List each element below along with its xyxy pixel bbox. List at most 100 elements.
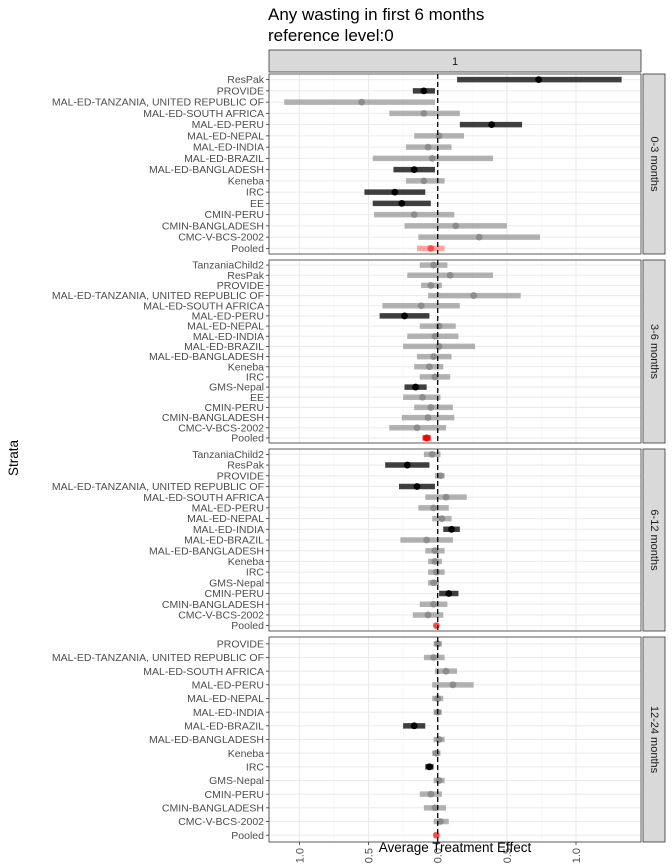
row-label: MAL-ED-BRAZIL [184, 720, 264, 732]
row-label: IRC [246, 187, 265, 199]
row-label: PROVIDE [217, 638, 264, 650]
estimate-point [470, 292, 478, 299]
estimate-point [437, 818, 444, 825]
row-label: MAL-ED-SOUTH AFRICA [143, 108, 264, 120]
estimate-point [430, 261, 437, 269]
x-tick-label: -0.5 [364, 848, 376, 864]
estimate-point [420, 177, 428, 185]
row-label: IRC [246, 372, 265, 384]
column-strip-label: 1 [452, 56, 458, 68]
estimate-point [420, 87, 428, 95]
row-label: MAL-ED-TANZANIA, UNITED REPUBLIC OF [52, 481, 264, 493]
row-label: MAL-ED-INDIA [193, 142, 264, 154]
row-label: EE [250, 392, 264, 404]
estimate-point [435, 132, 443, 140]
row-label: TanzaniaChild2 [192, 449, 264, 461]
row-label: MAL-ED-BRAZIL [184, 341, 264, 353]
estimate-point [427, 244, 435, 252]
row-label: ResPak [227, 460, 265, 472]
estimate-point [427, 282, 435, 289]
row-label: MAL-ED-NEPAL [187, 693, 264, 705]
estimate-point [535, 76, 543, 84]
x-axis-title: Average Treatment Effect [379, 840, 532, 855]
estimate-point [403, 461, 411, 469]
row-label: ResPak [227, 270, 265, 282]
row-label: CMC-V-BCS-2002 [178, 232, 264, 244]
estimate-point [419, 393, 426, 401]
estimate-point [448, 525, 455, 533]
estimate-point [475, 233, 483, 241]
estimate-point [428, 450, 436, 458]
x-axis: -1.0 -0.5 0.0 0.5 1.0 [294, 842, 583, 864]
estimate-point [446, 271, 454, 279]
row-label: GMS-Nepal [209, 775, 264, 787]
estimate-point [398, 199, 406, 207]
estimate-point [427, 790, 435, 798]
row-label: GMS-Nepal [209, 382, 264, 394]
panel-border [268, 73, 642, 255]
estimate-point [442, 493, 450, 501]
row-label: MAL-ED-INDIA [193, 707, 264, 719]
estimate-point [412, 383, 419, 391]
row-label: IRC [246, 761, 265, 773]
row-label: Keneba [228, 556, 264, 568]
row-label: MAL-ED-TANZANIA, UNITED REPUBLIC OF [52, 290, 264, 302]
estimate-point [401, 312, 408, 320]
estimate-point [435, 736, 443, 743]
estimate-point [430, 579, 437, 587]
facet-panel: PROVIDE MAL-ED-TANZANIA, UNITED REPUBLIC … [52, 636, 666, 843]
estimate-point [410, 211, 418, 219]
estimate-point [452, 222, 460, 230]
row-label: MAL-ED-TANZANIA, UNITED REPUBLIC OF [52, 97, 264, 109]
facet-panel: TanzaniaChild2ResPakPROVIDEMAL-ED-TANZAN… [52, 259, 666, 445]
row-strip-label: 0-3 months [648, 136, 660, 192]
row-label: CMIN-PERU [205, 402, 265, 414]
row-label: Pooled [231, 620, 264, 632]
estimate-point [413, 483, 421, 490]
row-label: MAL-ED-BANGLADESH [149, 351, 264, 363]
estimate-point [424, 414, 432, 421]
estimate-point [432, 831, 440, 839]
row-label: MAL-ED-BANGLADESH [149, 164, 264, 176]
row-label: MAL-ED-PERU [192, 311, 264, 323]
estimate-point [432, 749, 440, 757]
estimate-point [445, 590, 453, 597]
row-strip-label: 12-24 months [648, 706, 660, 774]
estimate-point [432, 568, 440, 576]
estimate-point [426, 363, 433, 371]
row-label: MAL-ED-BANGLADESH [149, 734, 264, 746]
estimate-point [423, 536, 431, 544]
row-label: CMC-V-BCS-2002 [178, 816, 264, 828]
estimate-point [424, 143, 432, 151]
row-label: Pooled [231, 830, 264, 842]
row-label: CMIN-BANGLADESH [162, 802, 264, 814]
estimate-point [488, 121, 496, 129]
row-label: CMC-V-BCS-2002 [178, 422, 264, 434]
estimate-point [437, 472, 444, 480]
estimate-point [430, 654, 437, 661]
chart-subtitle: reference level:0 [268, 26, 394, 45]
estimate-point [427, 404, 435, 411]
row-label: MAL-ED-INDIA [193, 331, 264, 343]
row-label: Keneba [228, 175, 264, 187]
estimate-point [435, 343, 443, 350]
row-label: MAL-ED-PERU [192, 119, 264, 131]
row-strip [642, 259, 666, 444]
estimate-point [431, 558, 439, 565]
facet-panel: TanzaniaChild2ResPakPROVIDEMAL-ED-TANZAN… [52, 448, 666, 632]
estimate-point [358, 98, 366, 106]
estimate-point [434, 640, 442, 648]
column-strip [268, 49, 642, 73]
row-label: CMC-V-BCS-2002 [178, 610, 264, 622]
row-strip-label: 3-6 months [648, 324, 660, 380]
row-label: ResPak [227, 74, 265, 86]
x-tick-label: 0.0 [433, 848, 445, 863]
estimate-point [435, 777, 443, 784]
row-label: MAL-ED-NEPAL [187, 513, 264, 525]
row-label: CMIN-BANGLADESH [162, 599, 264, 611]
row-label: MAL-ED-BRAZIL [184, 153, 264, 165]
estimate-point [413, 424, 421, 432]
x-tick-label: -1.0 [294, 848, 306, 864]
row-label: MAL-ED-INDIA [193, 524, 264, 536]
